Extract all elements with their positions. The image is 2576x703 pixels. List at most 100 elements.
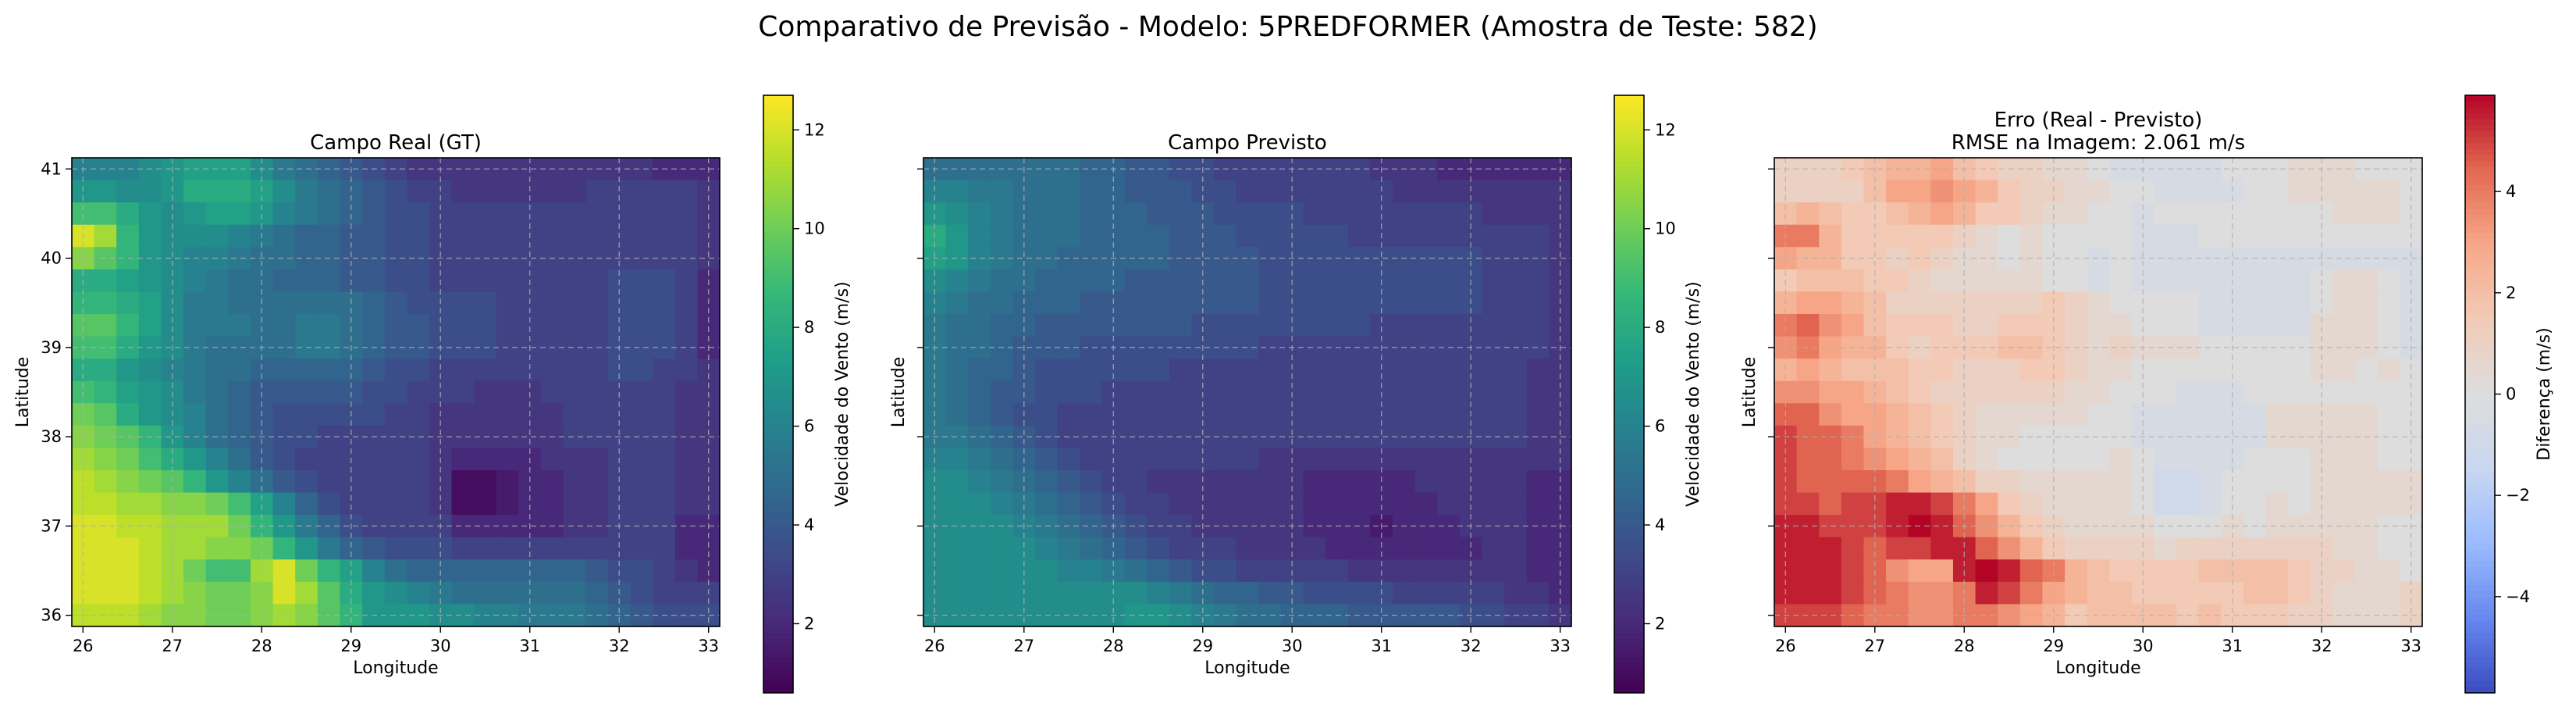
- heatmap-cell: [2087, 380, 2110, 404]
- colorbar-segment: [763, 130, 793, 138]
- heatmap-cell: [1482, 180, 1505, 203]
- heatmap-cell: [138, 559, 162, 583]
- heatmap-cell: [1236, 291, 1259, 315]
- heatmap-cell: [653, 359, 676, 382]
- heatmap-cell: [228, 359, 251, 382]
- colorbar-segment: [2465, 238, 2495, 245]
- colorbar-segment: [2465, 680, 2495, 687]
- heatmap-cell: [1393, 537, 1416, 560]
- colorbar-segment: [2465, 358, 2495, 365]
- heatmap-cell: [1347, 269, 1372, 293]
- heatmap-cell: [563, 224, 586, 248]
- colorbar-segment: [763, 274, 793, 281]
- heatmap-cell: [1930, 291, 1954, 315]
- heatmap-cell: [2332, 336, 2356, 359]
- heatmap-cell: [272, 581, 296, 605]
- colorbar-segment: [2465, 244, 2495, 252]
- heatmap-cell: [116, 559, 140, 583]
- colorbar-segment: [2465, 651, 2495, 658]
- heatmap-cell: [1998, 537, 2021, 560]
- heatmap-cell: [585, 470, 609, 494]
- heatmap-cell: [384, 314, 407, 337]
- colorbar-segment: [763, 669, 793, 676]
- heatmap-cell: [474, 581, 497, 605]
- heatmap-cell: [1482, 314, 1505, 337]
- heatmap-cell: [1258, 559, 1282, 583]
- heatmap-cell: [474, 380, 497, 404]
- colorbar-segment: [1614, 215, 1644, 222]
- colorbar-segment: [1614, 334, 1644, 341]
- heatmap-cell: [1975, 180, 1998, 203]
- heatmap-cell: [1796, 180, 1820, 203]
- heatmap-cell: [1035, 224, 1059, 248]
- heatmap-cell: [1057, 269, 1080, 293]
- heatmap-cell: [205, 581, 229, 605]
- x-axis-label: Longitude: [2055, 658, 2140, 678]
- heatmap-cell: [2176, 202, 2200, 226]
- heatmap-cell: [1526, 581, 1550, 605]
- colorbar-segment: [1614, 418, 1644, 425]
- heatmap-cell: [2265, 581, 2289, 605]
- heatmap-cell: [653, 403, 676, 426]
- heatmap-cell: [1504, 492, 1528, 516]
- heatmap-cell: [541, 269, 564, 293]
- colorbar-segment: [1614, 137, 1644, 144]
- heatmap-cell: [2065, 448, 2088, 471]
- heatmap-cell: [474, 202, 497, 226]
- heatmap-cell: [1819, 314, 1842, 337]
- heatmap-cell: [563, 202, 586, 226]
- heatmap-cell: [407, 314, 430, 337]
- heatmap-cell: [272, 559, 296, 583]
- colorbar-segment: [1614, 292, 1644, 299]
- heatmap-cell: [116, 314, 140, 337]
- heatmap-cell: [630, 581, 653, 605]
- heatmap-cell: [407, 359, 430, 382]
- heatmap-cell: [1236, 470, 1259, 494]
- colorbar-segment: [1614, 394, 1644, 401]
- heatmap-cell: [1998, 492, 2021, 516]
- heatmap-cell: [1908, 314, 1931, 337]
- colorbar-segment: [1614, 369, 1644, 377]
- heatmap-cell: [1057, 537, 1080, 560]
- heatmap-cell: [138, 359, 162, 382]
- colorbar-segment: [2465, 639, 2495, 646]
- heatmap-cell: [1504, 314, 1528, 337]
- colorbar-tick-label: 2: [1655, 614, 1665, 633]
- y-axis-label: Latitude: [889, 357, 909, 428]
- colorbar-segment: [763, 644, 793, 652]
- heatmap-cell: [945, 448, 969, 471]
- colorbar-segment: [2465, 657, 2495, 664]
- colorbar-segment: [1614, 179, 1644, 186]
- heatmap-cell: [228, 448, 251, 471]
- heatmap-cell: [1796, 380, 1820, 404]
- heatmap-cell: [1303, 559, 1326, 583]
- heatmap-cell: [2109, 537, 2133, 560]
- heatmap-cell: [1124, 359, 1147, 382]
- heatmap-cell: [205, 470, 229, 494]
- heatmap-cell: [2087, 202, 2110, 226]
- heatmap-cell: [1347, 314, 1372, 337]
- heatmap-cell: [1886, 559, 1909, 583]
- heatmap-cell: [94, 180, 117, 203]
- heatmap-cell: [674, 314, 698, 337]
- heatmap-cell: [2355, 291, 2379, 315]
- heatmap-cell: [161, 604, 184, 627]
- heatmap-cell: [1057, 180, 1080, 203]
- heatmap-cell: [1930, 470, 1954, 494]
- heatmap-cell: [407, 470, 430, 494]
- heatmap-cell: [2019, 492, 2044, 516]
- heatmap-cell: [1819, 359, 1842, 382]
- heatmap-cell: [630, 492, 653, 516]
- heatmap-cell: [2265, 359, 2289, 382]
- heatmap-cell: [2288, 224, 2311, 248]
- colorbar-segment: [1614, 555, 1644, 562]
- heatmap-cell: [272, 291, 296, 315]
- heatmap-cell: [183, 314, 207, 337]
- heatmap-cell: [138, 269, 162, 293]
- heatmap-cell: [1414, 448, 1438, 471]
- heatmap-cell: [585, 314, 609, 337]
- heatmap-cell: [1347, 291, 1372, 315]
- heatmap-cell: [1482, 448, 1505, 471]
- colorbar-segment: [2465, 250, 2495, 258]
- heatmap-cell: [1998, 180, 2021, 203]
